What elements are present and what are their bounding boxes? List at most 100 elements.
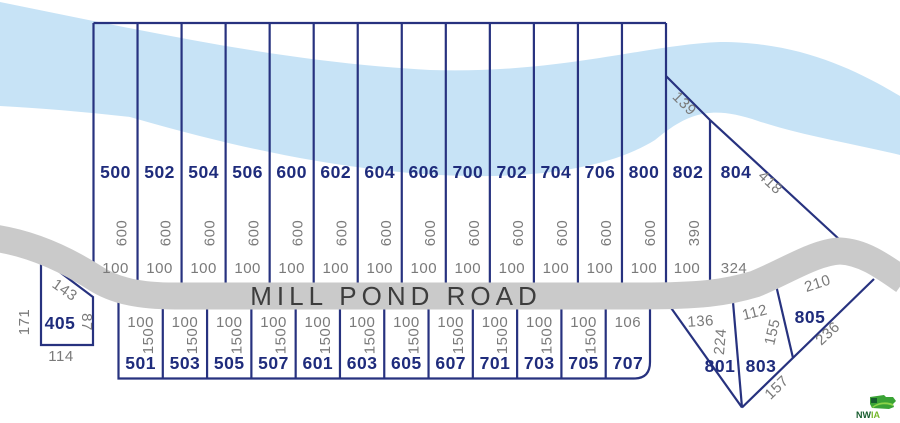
lot-right-label: 87: [78, 313, 95, 331]
lot-number: 802: [673, 162, 704, 182]
lot-depth-label: 150: [583, 328, 600, 355]
lot-number: 702: [497, 162, 528, 182]
lot-number: 707: [613, 353, 644, 373]
lot-number: 505: [214, 353, 245, 373]
lot-width-label: 100: [102, 260, 129, 277]
lot-number: 501: [125, 353, 156, 373]
lot-depth-label: 600: [422, 220, 439, 247]
lot-depth-label: 150: [273, 328, 290, 355]
lot-number: 705: [568, 353, 599, 373]
lot-number: 507: [258, 353, 289, 373]
south-lot-boundaries: [117, 300, 652, 380]
lot-802-804-boundaries: [665, 75, 841, 296]
lot-depth-label: 390: [686, 220, 703, 247]
lot-width-label: 100: [482, 314, 509, 331]
lot-hypotenuse-label: 418: [755, 167, 786, 198]
lot-number: 701: [480, 353, 511, 373]
lot-width-label: 100: [305, 314, 332, 331]
lot-width-label: 100: [587, 260, 614, 277]
lot-width-label: 106: [615, 314, 642, 331]
mill-pond-road-band: [0, 225, 900, 310]
lot-number: 703: [524, 353, 555, 373]
lot-bottom-label: 114: [48, 348, 73, 365]
lot-width-label: 100: [674, 260, 701, 277]
lot-right-label: 155: [761, 317, 784, 347]
lot-number: 805: [795, 307, 826, 327]
lot-top-label: 136: [687, 312, 715, 331]
lot-depth-label: 600: [378, 220, 395, 247]
lot-width-label: 100: [322, 260, 349, 277]
lot-depth-label: 150: [361, 328, 378, 355]
north-lot-boundaries: [92, 21, 668, 287]
lot-right-label: 224: [711, 328, 730, 356]
lot-depth-label: 600: [202, 220, 219, 247]
south-lot-labels: 1001505011001505031001505051001505071001…: [125, 314, 644, 373]
lot-depth-label: 150: [538, 328, 555, 355]
lot-number: 605: [391, 353, 422, 373]
nwia-logo: NWIA: [856, 395, 896, 420]
lot-depth-label: 600: [290, 220, 307, 247]
lot-depth-label: 150: [450, 328, 467, 355]
lot-803: 803 112 155 157: [741, 301, 793, 403]
lot-width-label: 100: [366, 260, 393, 277]
lot-width-label: 100: [216, 314, 243, 331]
lot-805: 805 210 236: [795, 272, 844, 349]
lot-depth-label: 600: [158, 220, 175, 247]
lot-depth-label: 150: [317, 328, 334, 355]
lot-number: 502: [144, 162, 175, 182]
lot-depth-label: 150: [228, 328, 245, 355]
lot-width-label: 100: [234, 260, 261, 277]
lot-width-label: 100: [499, 260, 526, 277]
lot-depth-label: 150: [184, 328, 201, 355]
lot-width-label: 100: [172, 314, 199, 331]
lot-number: 604: [364, 162, 395, 182]
lot-405-boundary: [39, 255, 95, 347]
lot-number: 602: [320, 162, 351, 182]
lot-802: 802 390 100: [673, 162, 704, 277]
lot-width-label: 100: [526, 314, 553, 331]
lot-number: 800: [629, 162, 660, 182]
lot-top-label: 112: [741, 301, 770, 324]
lot-802-top-diagonal: [665, 75, 711, 121]
lot-number: 504: [188, 162, 219, 182]
lot-803-805-divider: [774, 284, 795, 359]
lot-number: 600: [276, 162, 307, 182]
lot-number: 704: [541, 162, 572, 182]
lot-depth-label: 600: [642, 220, 659, 247]
lot-number: 700: [452, 162, 483, 182]
lot-width-label: 100: [278, 260, 305, 277]
lot-width-label: 100: [260, 314, 287, 331]
lot-left-label: 171: [16, 309, 33, 336]
south-block-outline: [117, 302, 652, 380]
lot-number: 500: [100, 162, 131, 182]
logo-swoosh: [872, 402, 893, 408]
lot-top-label: 210: [802, 272, 832, 296]
lot-801-left-edge: [668, 304, 743, 409]
lot-number: 706: [585, 162, 616, 182]
logo-accent-square: [871, 398, 877, 403]
lot-width-label: 100: [570, 314, 597, 331]
lot-801: 801 136 224: [687, 312, 735, 376]
lot-depth-label: 600: [334, 220, 351, 247]
lot-number: 606: [408, 162, 439, 182]
lot-width-label: 100: [190, 260, 217, 277]
lot-depth-label: 150: [140, 328, 157, 355]
lot-805-southeast-diagonal: [741, 278, 875, 409]
lot-number: 804: [721, 162, 752, 182]
lot-width-label: 100: [127, 314, 154, 331]
lot-depth-label: 150: [406, 328, 423, 355]
lot-width-label: 100: [543, 260, 570, 277]
lot-width-label: 100: [631, 260, 658, 277]
logo-text: NWIA: [856, 410, 881, 420]
lot-801-803-divider: [731, 301, 744, 408]
lot-depth-label: 600: [554, 220, 571, 247]
lot-bottom-label: 157: [761, 372, 792, 403]
river-shape: [0, 2, 900, 177]
lot-depth-label: 600: [246, 220, 263, 247]
lot-number: 801: [705, 356, 736, 376]
lot-width-label: 100: [349, 314, 376, 331]
lot-width-label: 324: [721, 260, 748, 277]
lot-405: 405 171 143 87 114: [16, 276, 95, 365]
lot-depth-label: 600: [510, 220, 527, 247]
